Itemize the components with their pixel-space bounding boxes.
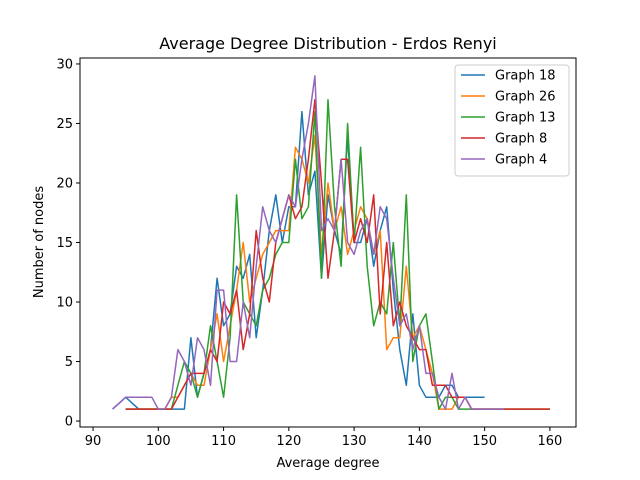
y-tick-label: 25 [56,117,73,132]
y-axis-label: Number of nodes [32,186,47,298]
x-tick-label: 130 [342,434,367,449]
legend-label: Graph 18 [495,69,556,84]
y-tick-label: 20 [56,176,73,191]
x-tick-label: 110 [211,434,236,449]
x-tick-label: 150 [472,434,497,449]
chart-title: Average Degree Distribution - Erdos Reny… [159,34,496,53]
legend-box [454,64,570,177]
series-line-5 [112,75,505,410]
y-tick-label: 15 [56,236,73,251]
plot-lines [112,75,550,410]
y-tick-label: 10 [56,296,73,311]
y-tick-label: 30 [56,57,73,72]
x-axis-label: Average degree [276,456,379,471]
x-tick-label: 140 [407,434,432,449]
legend: Graph 18 Graph 26 Graph 13 Graph 8 Graph 4 [454,64,570,177]
y-tick-label: 5 [65,355,73,370]
x-tick-label: 120 [276,434,301,449]
x-tick-label: 90 [85,434,102,449]
legend-label: Graph 26 [495,90,556,105]
x-axis: 90 100 110 120 130 140 150 160 [85,427,562,449]
x-tick-label: 160 [537,434,562,449]
legend-label: Graph 8 [495,132,547,147]
x-tick-label: 100 [146,434,171,449]
legend-label: Graph 4 [495,153,547,168]
series-line-1 [112,110,485,410]
y-tick-label: 0 [65,415,73,430]
legend-label: Graph 13 [495,111,556,126]
y-axis: 0 5 10 15 20 25 30 [56,57,80,430]
